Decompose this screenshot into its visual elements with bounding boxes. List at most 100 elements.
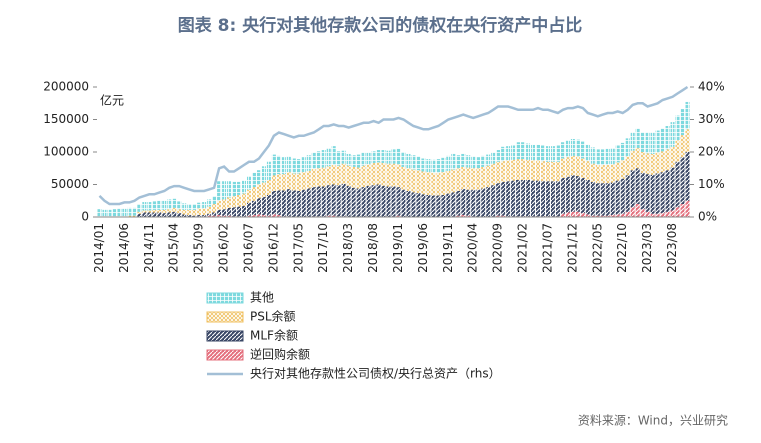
bar-segment [346, 185, 351, 217]
bar-segment [660, 128, 665, 152]
bar-segment [227, 197, 232, 208]
bar-segment [276, 174, 281, 191]
bar-segment [536, 144, 541, 161]
bar-segment [685, 152, 690, 201]
bar-segment [336, 165, 341, 186]
line [98, 85, 689, 206]
bar-segment [311, 168, 316, 188]
y2-tick-label: 10% [698, 177, 725, 191]
bar-segment [371, 185, 376, 217]
bar-segment [187, 209, 192, 216]
bar-segment [570, 175, 575, 212]
bar-segment [416, 192, 421, 217]
bar-segment [625, 156, 630, 176]
bar-segment [595, 215, 600, 217]
bar-segment [660, 172, 665, 214]
bar-segment [147, 212, 152, 217]
bar-segment [306, 155, 311, 171]
bar-segment [351, 155, 356, 167]
bar-segment [331, 146, 336, 165]
bar-segment [182, 203, 187, 210]
bar-segment [615, 145, 620, 163]
bar-segment [570, 211, 575, 217]
bar-segment [441, 194, 446, 217]
bar-segment [242, 193, 246, 206]
bar-segment [137, 213, 142, 217]
y-tick-label: 100000 [43, 145, 89, 159]
bar-segment [416, 170, 421, 193]
legend-swatch [206, 311, 244, 323]
bar-segment [401, 152, 406, 167]
x-tick-label: 2018/03 [341, 223, 355, 273]
bar-segment [680, 109, 685, 136]
x-tick-label: 2018/08 [366, 223, 380, 273]
bar-segment [291, 158, 296, 174]
bar-segment [570, 139, 575, 156]
bar-segment [680, 157, 685, 204]
bar-segment [660, 151, 665, 173]
bar-segment [600, 165, 605, 184]
bar-segment [306, 188, 311, 217]
bar-segment [670, 210, 675, 217]
bar-segment [157, 209, 162, 213]
bar-segment [521, 159, 526, 180]
bar-segment [411, 169, 416, 193]
bar-segment [595, 183, 600, 216]
bar-segment [242, 180, 246, 194]
bar-segment [207, 215, 212, 217]
x-tick-label: 2022/10 [615, 223, 629, 273]
bar-segment [685, 101, 690, 130]
bar-segment [406, 191, 411, 217]
bar-segment [446, 155, 451, 171]
bar-segment [286, 172, 291, 190]
bar-segment [481, 166, 486, 189]
bar-segment [142, 202, 147, 211]
bar-segment [152, 201, 157, 210]
bar-segment [217, 209, 222, 216]
bar-segment [536, 160, 541, 181]
bar-segment [585, 144, 590, 162]
bar-segment [451, 192, 456, 217]
bar-segment [261, 196, 266, 216]
bar-segment [675, 161, 680, 208]
bar-segment [281, 190, 286, 217]
bar-segment [346, 165, 351, 186]
bar-segment [615, 162, 620, 181]
x-tick-label: 2016/07 [241, 223, 255, 273]
bar-segment [326, 166, 331, 186]
bar-segment [585, 161, 590, 180]
bar-segment [526, 159, 531, 180]
bar-segment [640, 132, 645, 152]
bar-segment [192, 209, 197, 216]
bar-segment [256, 214, 261, 217]
bar-segment [167, 199, 172, 210]
bar-segment [187, 215, 192, 217]
bar-segment [341, 183, 346, 217]
bar-segment [421, 158, 426, 172]
bar-segment [316, 186, 321, 217]
bar-segment [516, 159, 521, 180]
bar-segment [580, 141, 585, 159]
bar-segment [650, 213, 655, 217]
bar-segment [670, 167, 675, 211]
bar-segment [172, 198, 177, 208]
bar-segment [167, 209, 172, 213]
y-tick-label: 50000 [51, 177, 89, 191]
bar-segment [346, 153, 351, 166]
x-tick-label: 2019/06 [416, 223, 430, 273]
bar-segment [580, 158, 585, 178]
bar-segment [550, 181, 555, 217]
bar-segment [516, 179, 521, 217]
x-tick-label: 2021/02 [516, 223, 530, 273]
x-tick-label: 2017/05 [291, 223, 305, 273]
bar-segment [501, 181, 506, 216]
bar-segment [555, 145, 560, 162]
bar-segment [132, 215, 137, 217]
bar-segment [147, 210, 152, 213]
bar-segment [227, 207, 232, 216]
bar-segment [481, 155, 486, 167]
bar-segment [486, 154, 491, 166]
bar-segment [436, 195, 441, 217]
chart-title: 图表 8: 央行对其他存款公司的债权在央行资产中占比 [178, 15, 582, 36]
bar-segment [296, 191, 301, 217]
